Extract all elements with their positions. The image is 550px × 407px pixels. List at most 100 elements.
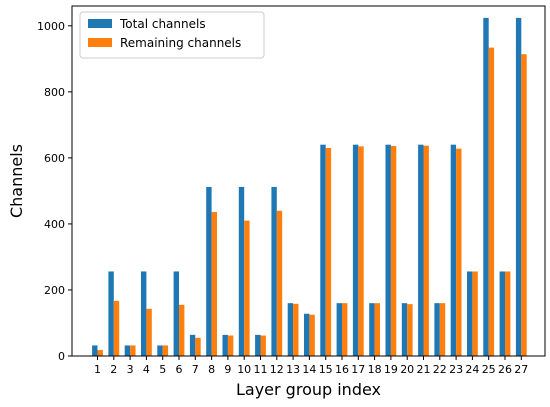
x-tick-label-3: 3 bbox=[127, 363, 134, 376]
y-axis-ticks: 0 200 400 600 800 1000 bbox=[37, 20, 72, 363]
y-tick-label: 1000 bbox=[37, 20, 65, 33]
x-tick-label-18: 18 bbox=[368, 363, 382, 376]
bar-total-12 bbox=[271, 186, 277, 356]
x-tick-label-20: 20 bbox=[400, 363, 414, 376]
bar-remaining-21 bbox=[423, 145, 429, 356]
bar-remaining-18 bbox=[374, 303, 380, 356]
x-tick-label-25: 25 bbox=[482, 363, 496, 376]
bar-remaining-19 bbox=[390, 146, 397, 356]
y-axis-title: Channels bbox=[7, 144, 26, 218]
legend-swatch-total bbox=[88, 19, 112, 28]
bar-remaining-15 bbox=[325, 147, 332, 356]
x-tick-label-13: 13 bbox=[286, 363, 300, 376]
x-tick-label-4: 4 bbox=[143, 363, 150, 376]
bar-total-17 bbox=[352, 144, 359, 356]
bar-total-9 bbox=[222, 334, 228, 356]
bar-total-2 bbox=[108, 271, 114, 356]
bar-total-10 bbox=[238, 186, 245, 356]
bar-total-1 bbox=[92, 345, 98, 356]
x-tick-label-1: 1 bbox=[94, 363, 101, 376]
x-tick-label-8: 8 bbox=[208, 363, 215, 376]
bar-total-18 bbox=[369, 303, 375, 356]
bar-remaining-6 bbox=[179, 304, 185, 356]
x-tick-label-10: 10 bbox=[237, 363, 251, 376]
bar-remaining-23 bbox=[456, 148, 462, 356]
bar-total-14 bbox=[304, 313, 310, 356]
bar-total-15 bbox=[320, 144, 326, 356]
x-tick-label-9: 9 bbox=[224, 363, 231, 376]
bar-remaining-22 bbox=[439, 303, 446, 356]
bar-remaining-9 bbox=[227, 335, 234, 356]
x-tick-label-21: 21 bbox=[417, 363, 431, 376]
y-tick-label: 400 bbox=[44, 218, 65, 231]
bar-remaining-5 bbox=[162, 345, 169, 356]
bar-remaining-2 bbox=[113, 300, 120, 356]
x-tick-label-2: 2 bbox=[110, 363, 117, 376]
bar-total-22 bbox=[434, 303, 440, 356]
bar-total-3 bbox=[124, 345, 131, 356]
bar-total-21 bbox=[418, 144, 424, 356]
bar-remaining-12 bbox=[276, 210, 283, 356]
legend: Total channels Remaining channels bbox=[79, 11, 265, 59]
x-tick-label-26: 26 bbox=[498, 363, 512, 376]
bar-total-11 bbox=[255, 334, 261, 356]
legend-swatch-remaining bbox=[88, 38, 112, 47]
bar-remaining-11 bbox=[260, 335, 266, 356]
x-tick-label-24: 24 bbox=[465, 363, 479, 376]
bar-total-7 bbox=[189, 334, 196, 356]
x-tick-label-17: 17 bbox=[351, 363, 365, 376]
bar-remaining-4 bbox=[146, 308, 152, 356]
bar-remaining-8 bbox=[211, 212, 217, 356]
y-tick-label: 800 bbox=[44, 86, 65, 99]
x-tick-label-16: 16 bbox=[335, 363, 349, 376]
bar-total-26 bbox=[499, 271, 505, 356]
bar-total-4 bbox=[141, 271, 147, 356]
bar-remaining-24 bbox=[472, 271, 478, 356]
x-tick-label-23: 23 bbox=[449, 363, 463, 376]
bar-total-23 bbox=[450, 144, 457, 356]
y-tick-label: 200 bbox=[44, 284, 65, 297]
bar-total-20 bbox=[401, 303, 408, 356]
bar-remaining-10 bbox=[244, 220, 250, 356]
bar-remaining-16 bbox=[342, 303, 348, 356]
plot-frame bbox=[71, 5, 546, 357]
legend-label-remaining: Remaining channels bbox=[120, 36, 241, 50]
bar-remaining-1 bbox=[97, 350, 103, 356]
y-tick-label: 600 bbox=[44, 152, 65, 165]
bar-remaining-25 bbox=[488, 47, 495, 356]
x-tick-label-7: 7 bbox=[192, 363, 199, 376]
bar-remaining-26 bbox=[505, 271, 511, 356]
bar-total-25 bbox=[483, 17, 489, 356]
y-tick-label: 0 bbox=[58, 350, 65, 363]
bar-remaining-14 bbox=[309, 314, 315, 356]
bars-group bbox=[92, 17, 527, 357]
bar-remaining-20 bbox=[407, 304, 413, 356]
x-tick-label-22: 22 bbox=[433, 363, 447, 376]
x-tick-label-19: 19 bbox=[384, 363, 398, 376]
bar-total-27 bbox=[515, 17, 522, 356]
bar-total-24 bbox=[467, 271, 473, 356]
x-axis-title: Layer group index bbox=[236, 380, 381, 399]
x-tick-label-6: 6 bbox=[176, 363, 183, 376]
bar-total-5 bbox=[157, 345, 163, 356]
bar-remaining-7 bbox=[195, 337, 201, 356]
bar-total-16 bbox=[336, 303, 342, 356]
bar-remaining-17 bbox=[358, 146, 364, 356]
x-tick-label-27: 27 bbox=[514, 363, 528, 376]
bar-total-19 bbox=[385, 144, 391, 356]
bar-total-13 bbox=[287, 303, 294, 356]
x-tick-label-15: 15 bbox=[319, 363, 333, 376]
legend-box bbox=[79, 11, 265, 59]
bar-total-6 bbox=[173, 271, 179, 356]
bar-total-8 bbox=[206, 186, 212, 356]
x-axis-ticks: 1 2 3 4 5 6 7 8 9 10 11 12 13 14 15 16 17 18 19 20 21 22 23 24 2… bbox=[94, 356, 528, 376]
x-tick-label-11: 11 bbox=[254, 363, 268, 376]
x-tick-label-12: 12 bbox=[270, 363, 284, 376]
legend-label-total: Total channels bbox=[119, 17, 206, 31]
x-tick-label-5: 5 bbox=[159, 363, 166, 376]
x-tick-label-14: 14 bbox=[302, 363, 316, 376]
bar-remaining-13 bbox=[293, 303, 299, 356]
bar-remaining-27 bbox=[521, 54, 527, 357]
bar-remaining-3 bbox=[130, 345, 136, 356]
